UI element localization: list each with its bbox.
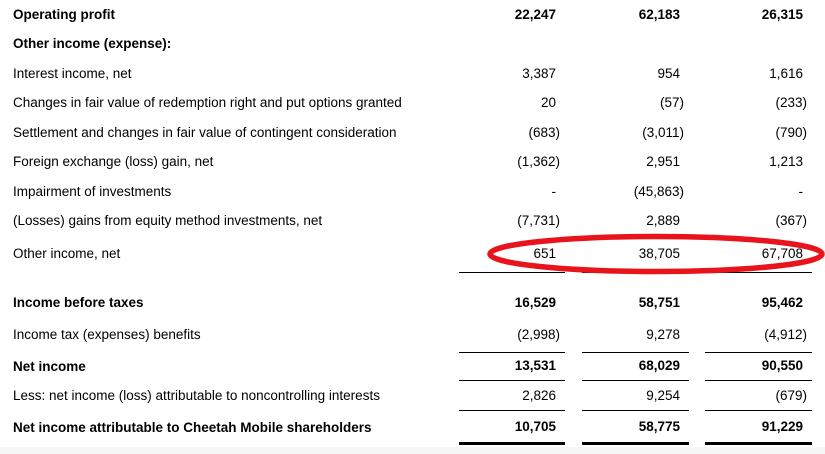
row-label: Changes in fair value of redemption righ… [13,95,402,111]
cell-value: (7,731) [517,213,560,229]
page-edge-strip [0,447,825,454]
cell-value: 38,705 [582,236,689,273]
cell-value: 68,029 [582,353,689,381]
cell-value: 62,183 [638,6,680,22]
cell-value: 2,951 [646,154,680,170]
table-row-other-income-net: Other income, net 651 38,705 67,708 [0,236,825,273]
row-label: Less: net income (loss) attributable to … [13,388,380,403]
table-row-interest-income: Interest income, net 3,387 954 1,616 [0,59,825,89]
table-row-other-income-header: Other income (expense): [0,30,825,60]
cell-value: 10,705 [459,411,565,445]
cell-value: - [551,183,557,199]
row-label: Settlement and changes in fair value of … [13,124,397,140]
cell-value [705,30,812,60]
cell-value: (233) [775,95,807,111]
cell-value: 91,229 [705,411,812,445]
row-label: Operating profit [13,6,115,22]
table-row-net-income-attributable: Net income attributable to Cheetah Mobil… [0,411,825,445]
cell-value: 58,751 [638,295,680,311]
row-label: Interest income, net [13,65,132,81]
cell-value: 13,531 [459,353,565,381]
cell-value: 26,315 [761,6,803,22]
cell-value [582,30,689,60]
cell-value [459,30,565,60]
cell-value: 1,616 [769,65,803,81]
cell-value: 90,550 [705,353,812,381]
cell-value: 20 [540,95,556,111]
row-label: Net income [13,358,86,374]
cell-value: 67,708 [705,236,812,273]
cell-value: 9,254 [582,381,689,411]
cell-value: 2,826 [459,381,565,411]
row-label: Income tax (expenses) benefits [13,327,201,343]
row-label: (Losses) gains from equity method invest… [13,213,323,229]
cell-value: 16,529 [514,295,556,311]
table-row-foreign-exchange: Foreign exchange (loss) gain, net (1,362… [0,148,825,178]
table-row-equity-method: (Losses) gains from equity method invest… [0,207,825,237]
table-row-contingent-consideration: Settlement and changes in fair value of … [0,118,825,148]
table-row-net-income: Net income 13,531 68,029 90,550 [0,353,825,381]
cell-value: (790) [775,124,807,140]
table-row-income-before-taxes: Income before taxes 16,529 58,751 95,462 [0,289,825,319]
cell-value: 3,387 [522,65,556,81]
row-label: Net income attributable to Cheetah Mobil… [13,420,372,435]
row-label: Impairment of investments [13,183,172,199]
cell-value: 22,247 [514,6,556,22]
table-row-redemption-right: Changes in fair value of redemption righ… [0,89,825,119]
cell-value: (679) [705,381,812,411]
cell-value: 651 [459,236,565,273]
cell-value: 1,213 [769,154,803,170]
cell-value: (45,863) [633,183,684,199]
table-row-operating-profit: Operating profit 22,247 62,183 26,315 [0,0,825,30]
cell-value: (367) [775,213,807,229]
cell-value: 954 [657,65,680,81]
row-label: Other income, net [13,246,121,262]
cell-value: (1,362) [517,154,560,170]
table-row-impairment: Impairment of investments - (45,863) - [0,177,825,207]
cell-value: 9,278 [582,318,689,353]
cell-value: 58,775 [582,411,689,445]
cell-value: (3,011) [642,124,684,140]
row-label: Income before taxes [13,295,144,311]
table-row-noncontrolling-interests: Less: net income (loss) attributable to … [0,381,825,411]
cell-value: 2,889 [646,213,680,229]
cell-value: (683) [528,124,560,140]
cell-value: (57) [659,95,684,111]
cell-value: - [798,183,804,199]
cell-value: (2,998) [459,318,565,353]
cell-value: (4,912) [705,318,812,353]
cell-value: 95,462 [761,295,803,311]
row-label: Other income (expense): [13,36,172,52]
table-row-income-tax: Income tax (expenses) benefits (2,998) 9… [0,318,825,353]
row-label: Foreign exchange (loss) gain, net [13,154,214,170]
